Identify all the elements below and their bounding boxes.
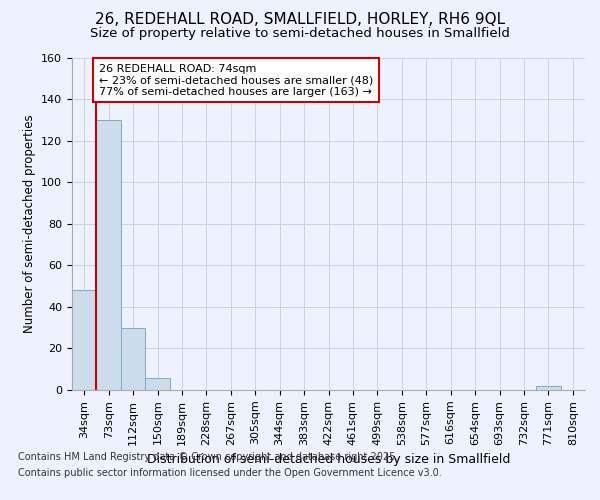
Text: 26 REDEHALL ROAD: 74sqm
← 23% of semi-detached houses are smaller (48)
77% of se: 26 REDEHALL ROAD: 74sqm ← 23% of semi-de… [99, 64, 373, 97]
Bar [536, 386, 560, 390]
Y-axis label: Number of semi-detached properties: Number of semi-detached properties [23, 114, 35, 333]
Text: Contains public sector information licensed under the Open Government Licence v3: Contains public sector information licen… [18, 468, 442, 477]
Text: Size of property relative to semi-detached houses in Smallfield: Size of property relative to semi-detach… [90, 28, 510, 40]
Text: Contains HM Land Registry data © Crown copyright and database right 2025.: Contains HM Land Registry data © Crown c… [18, 452, 398, 462]
Text: 26, REDEHALL ROAD, SMALLFIELD, HORLEY, RH6 9QL: 26, REDEHALL ROAD, SMALLFIELD, HORLEY, R… [95, 12, 505, 28]
Bar [121, 328, 145, 390]
Bar [145, 378, 170, 390]
X-axis label: Distribution of semi-detached houses by size in Smallfield: Distribution of semi-detached houses by … [147, 453, 510, 466]
Bar [97, 120, 121, 390]
Bar [72, 290, 97, 390]
